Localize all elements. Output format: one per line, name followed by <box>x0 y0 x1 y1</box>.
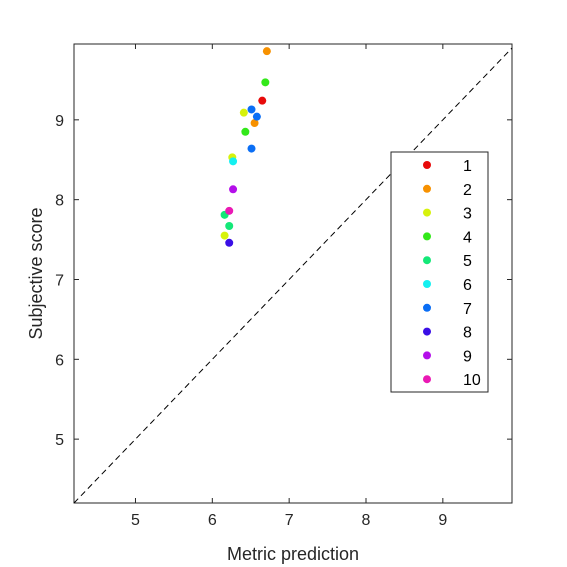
axes <box>73 43 513 504</box>
legend-label-9: 9 <box>463 348 472 365</box>
data-point-series-10 <box>225 206 234 215</box>
data-point-series-2 <box>262 47 271 56</box>
data-point-series-4 <box>241 127 250 136</box>
y-tick-label: 5 <box>55 432 64 449</box>
data-point-series-2 <box>250 119 259 128</box>
data-points <box>220 47 271 247</box>
legend-marker-5 <box>423 256 431 265</box>
data-point-series-1 <box>258 96 267 105</box>
y-tick-label: 6 <box>55 352 64 369</box>
data-point-series-7 <box>247 144 256 153</box>
legend-marker-9 <box>423 351 431 360</box>
legend-marker-1 <box>423 161 431 169</box>
plot-frame <box>73 43 513 504</box>
legend-marker-2 <box>423 184 431 193</box>
data-point-series-5 <box>225 222 234 231</box>
legend-label-7: 7 <box>463 301 472 318</box>
legend-label-5: 5 <box>463 253 472 270</box>
legend-label-2: 2 <box>463 182 472 199</box>
reference-line <box>73 47 513 504</box>
x-tick-label: 6 <box>208 512 217 529</box>
y-tick-label: 9 <box>55 113 64 130</box>
data-point-series-7 <box>247 105 256 114</box>
data-point-series-3 <box>220 231 229 240</box>
x-tick-label: 7 <box>285 512 294 529</box>
data-point-series-8 <box>225 238 234 247</box>
x-tick-label: 5 <box>131 512 140 529</box>
x-tick-label: 9 <box>438 512 447 529</box>
axis-ticks: 5 6 7 8 9 5 6 7 8 9 <box>55 44 512 529</box>
y-tick-label: 7 <box>55 272 64 289</box>
x-tick-label: 8 <box>362 512 371 529</box>
legend-marker-6 <box>423 280 431 288</box>
legend-label-4: 4 <box>463 229 472 246</box>
legend-marker-8 <box>423 327 431 336</box>
legend-marker-4 <box>423 232 431 241</box>
legend-label-6: 6 <box>463 277 472 294</box>
data-point-series-3 <box>239 108 248 117</box>
legend: 1 2 3 4 5 6 7 8 9 10 <box>390 151 489 393</box>
data-point-series-4 <box>261 78 270 87</box>
y-axis-title: Subjective score <box>26 207 46 339</box>
legend-box <box>390 151 489 393</box>
legend-marker-7 <box>423 303 431 312</box>
data-point-series-7 <box>252 112 261 121</box>
data-point-series-9 <box>229 185 238 194</box>
legend-label-10: 10 <box>463 372 481 389</box>
data-point-series-6 <box>229 157 238 166</box>
legend-marker-3 <box>423 208 431 217</box>
legend-label-1: 1 <box>463 158 472 175</box>
y-tick-label: 8 <box>55 193 64 210</box>
legend-label-3: 3 <box>463 206 472 223</box>
reference-line-group <box>73 47 513 504</box>
legend-marker-10 <box>423 375 431 384</box>
x-axis-title: Metric prediction <box>227 544 359 564</box>
legend-label-8: 8 <box>463 325 472 342</box>
